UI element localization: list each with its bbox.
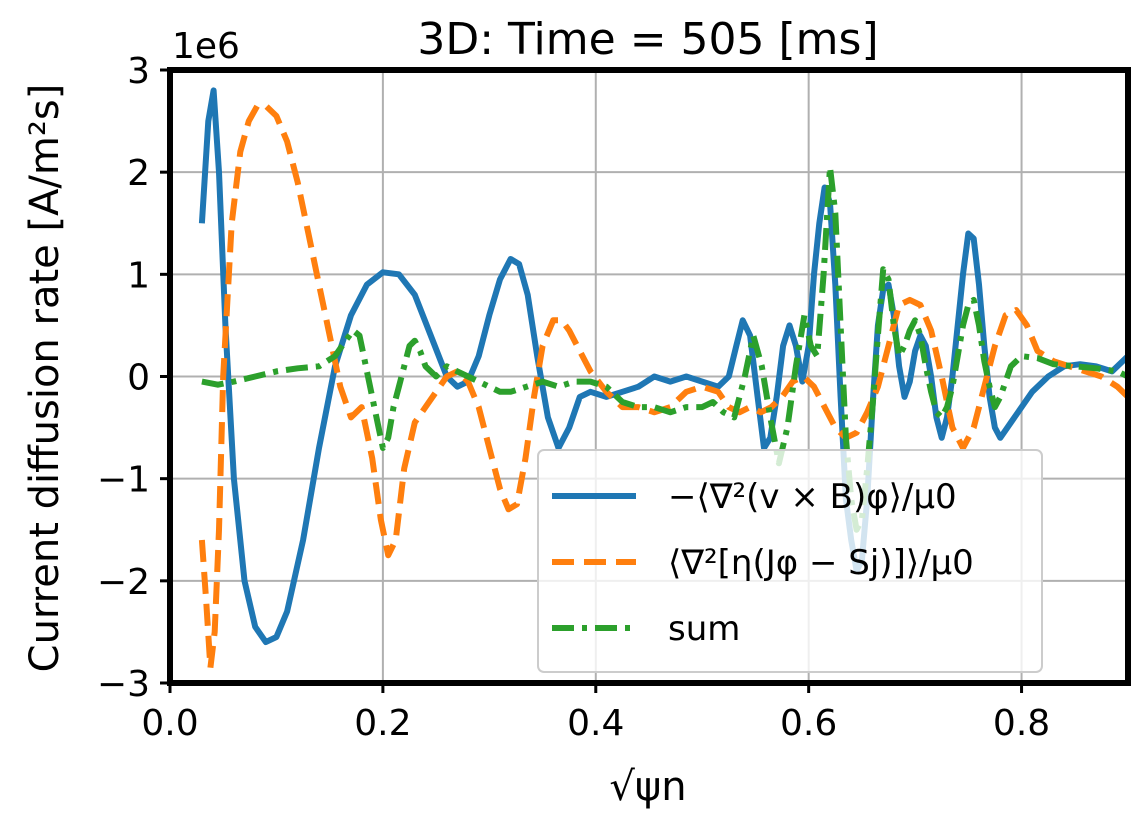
legend-label-1: −⟨∇²(v × B)φ⟩/μ0 — [668, 477, 957, 517]
x-axis-label: √ψn — [609, 764, 686, 810]
legend-label-3: sum — [668, 609, 740, 649]
x-tick-label: 0.4 — [567, 703, 624, 744]
series-line-1 — [198, 87, 1131, 646]
y-tick-label: 3 — [127, 51, 150, 92]
y-tick-label: 2 — [127, 153, 150, 194]
legend: −⟨∇²(v × B)φ⟩/μ0 ⟨∇²[η(Jφ − Sj)]⟩/μ0 sum — [537, 449, 1043, 673]
y-tick-label: −1 — [97, 460, 150, 501]
x-tick-label: 0.6 — [780, 703, 837, 744]
series-lines — [198, 87, 1131, 671]
y-axis-label: Current diffusion rate [A/m²s] — [22, 84, 68, 673]
x-tick-label: 0.0 — [141, 703, 198, 744]
axes-frame — [167, 67, 1131, 686]
chart-title: 3D: Time = 505 [ms] — [417, 14, 878, 65]
y-tick-label: −2 — [97, 562, 150, 603]
y-tick-label: 1 — [127, 255, 150, 296]
axis-ticks: 0.0 0.2 0.4 0.6 0.8 −3 −2 −1 0 1 2 3 — [97, 51, 1050, 744]
x-tick-label: 0.2 — [354, 703, 411, 744]
x-axis-label-text: √ψn — [609, 764, 686, 810]
y-tick-label: 0 — [127, 358, 150, 399]
legend-box — [537, 449, 1043, 673]
y-tick-label: −3 — [97, 664, 150, 705]
legend-label-2: ⟨∇²[η(Jφ − Sj)]⟩/μ0 — [668, 543, 974, 583]
x-tick-label: 0.8 — [993, 703, 1050, 744]
series-line-3 — [201, 164, 1130, 533]
y-multiplier: 1e6 — [172, 26, 240, 67]
